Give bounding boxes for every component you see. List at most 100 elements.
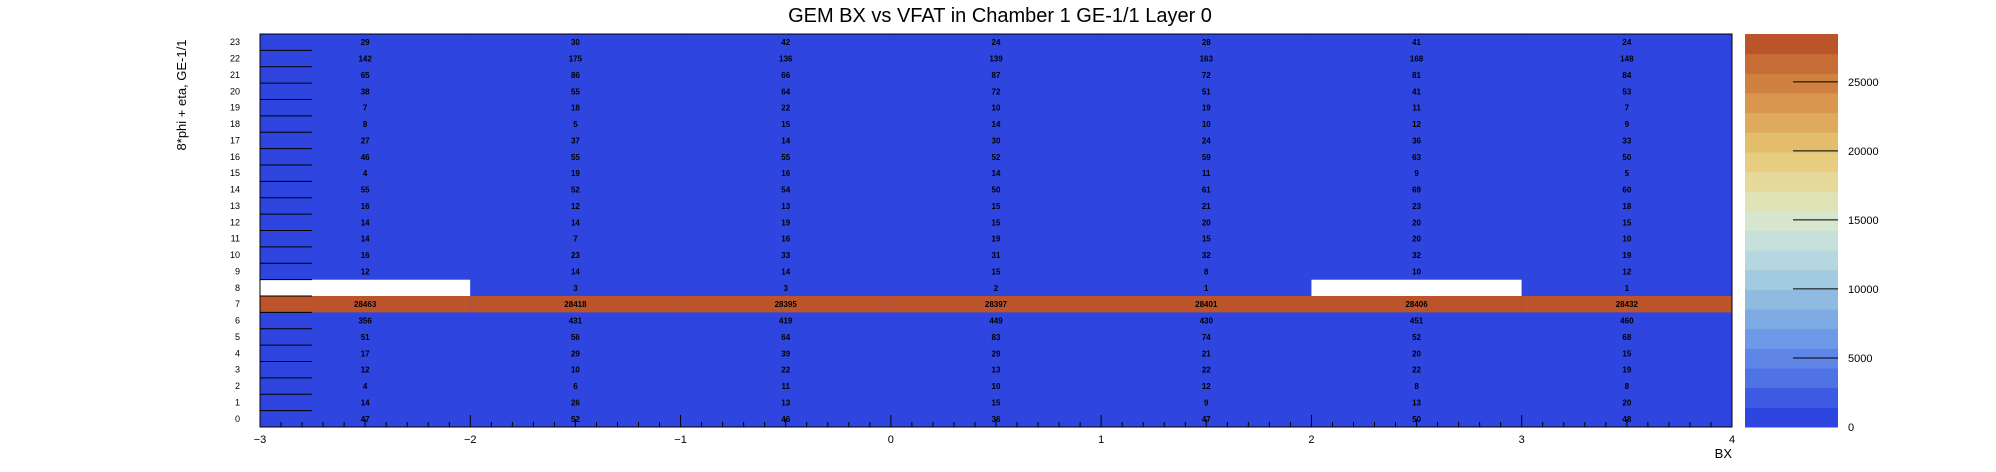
heatmap-cell <box>260 50 471 67</box>
heatmap-cell <box>470 181 681 198</box>
colorbar-tick-label: 5000 <box>1848 353 1872 365</box>
heatmap-cell <box>470 83 681 100</box>
heatmap-cell <box>470 197 681 215</box>
y-tick-label: 15 <box>230 168 240 178</box>
heatmap-cell <box>680 246 891 264</box>
heatmap-cell <box>1311 214 1522 231</box>
cell-value-label: 14 <box>992 169 1001 178</box>
cell-value-label: 8 <box>1625 382 1630 391</box>
colorbar-segment <box>1745 230 1838 251</box>
heatmap-cell <box>1521 50 1732 67</box>
cell-value-label: 61 <box>1202 186 1211 195</box>
cell-value-label: 163 <box>1200 55 1214 64</box>
colorbar-tick-label: 15000 <box>1848 215 1879 227</box>
heatmap-cell <box>1101 214 1312 231</box>
heatmap-cell <box>680 83 891 100</box>
cell-value-label: 13 <box>781 202 790 211</box>
cell-value-label: 21 <box>1202 349 1211 358</box>
cell-value-label: 56 <box>571 333 580 342</box>
heatmap-cell <box>260 377 471 395</box>
cell-value-label: 54 <box>781 186 790 195</box>
cell-value-label: 64 <box>781 87 790 96</box>
heatmap-cell <box>1521 132 1732 149</box>
cell-value-label: 74 <box>1202 333 1211 342</box>
heatmap-cell <box>1521 279 1732 296</box>
heatmap-cell <box>890 263 1102 280</box>
cell-value-label: 15 <box>1622 349 1631 358</box>
y-tick-label: 16 <box>230 152 240 162</box>
cell-value-label: 3 <box>783 284 788 293</box>
cell-value-label: 1 <box>1625 284 1630 293</box>
heatmap-cell <box>1311 296 1522 313</box>
colorbar-segment <box>1745 250 1838 271</box>
heatmap-cell <box>470 377 681 395</box>
cell-value-label: 11 <box>781 382 790 391</box>
cell-value-label: 41 <box>1412 87 1421 96</box>
heatmap-cell <box>680 410 891 427</box>
cell-value-label: 38 <box>361 87 370 96</box>
x-tick-label: 4 <box>1729 434 1735 446</box>
heatmap-cell <box>470 328 681 346</box>
heatmap-cell <box>1521 328 1732 346</box>
cell-value-label: 16 <box>361 251 370 260</box>
heatmap-cell <box>1521 263 1732 280</box>
heatmap-cell <box>890 165 1102 182</box>
cell-value-label: 8 <box>1204 267 1209 276</box>
heatmap-cell <box>1311 99 1522 116</box>
heatmap-cell <box>470 296 681 313</box>
heatmap-cell <box>1311 394 1522 411</box>
heatmap-cell <box>260 214 471 231</box>
chart-title: GEM BX vs VFAT in Chamber 1 GE-1/1 Layer… <box>788 5 1212 27</box>
cell-value-label: 33 <box>781 251 790 260</box>
heatmap-cell <box>890 345 1102 362</box>
heatmap-cell <box>890 410 1102 427</box>
heatmap-cell <box>890 214 1102 231</box>
heatmap-cell <box>890 181 1102 198</box>
heatmap-cell <box>890 132 1102 149</box>
colorbar-segment <box>1745 368 1838 389</box>
cell-value-label: 32 <box>1412 251 1421 260</box>
cell-value-label: 16 <box>781 235 790 244</box>
cell-value-label: 10 <box>992 104 1001 113</box>
cell-value-label: 10 <box>571 366 580 375</box>
x-tick-label: 0 <box>888 434 894 446</box>
cell-value-label: 15 <box>781 120 790 129</box>
heatmap-cell <box>260 230 471 247</box>
heatmap-cells <box>260 34 1732 427</box>
cell-value-label: 14 <box>781 136 790 145</box>
cell-value-label: 451 <box>1410 317 1424 326</box>
heatmap-cell <box>1311 115 1522 133</box>
heatmap-cell <box>1311 312 1522 329</box>
cell-value-label: 9 <box>1625 120 1630 129</box>
heatmap-cell <box>890 34 1102 51</box>
cell-value-label: 15 <box>992 202 1001 211</box>
heatmap-cell <box>680 197 891 215</box>
cell-value-label: 72 <box>1202 71 1211 80</box>
heatmap-cell <box>1101 328 1312 346</box>
colorbar-segment <box>1745 112 1838 133</box>
colorbar-segment <box>1745 348 1838 369</box>
y-tick-label: 8 <box>235 283 240 293</box>
heatmap-cell <box>1101 34 1312 51</box>
cell-value-label: 6 <box>573 382 578 391</box>
cell-value-label: 12 <box>361 366 370 375</box>
colorbar-segment <box>1745 210 1838 231</box>
cell-value-label: 41 <box>1412 38 1421 47</box>
x-tick-label: −3 <box>254 434 267 446</box>
cell-value-label: 15 <box>992 398 1001 407</box>
heatmap-cell <box>1521 99 1732 116</box>
heatmap-cell <box>470 132 681 149</box>
heatmap-cell <box>890 394 1102 411</box>
x-tick-label: −2 <box>464 434 477 446</box>
cell-value-label: 18 <box>571 104 580 113</box>
y-tick-label: 14 <box>230 185 240 195</box>
cell-value-label: 3 <box>573 284 578 293</box>
cell-value-label: 37 <box>571 136 580 145</box>
cell-value-label: 14 <box>361 398 370 407</box>
cell-value-label: 18 <box>1622 202 1631 211</box>
heatmap-cell <box>260 181 471 198</box>
heatmap-cell <box>260 296 471 313</box>
heatmap-cell <box>1311 246 1522 264</box>
cell-value-label: 430 <box>1200 317 1214 326</box>
